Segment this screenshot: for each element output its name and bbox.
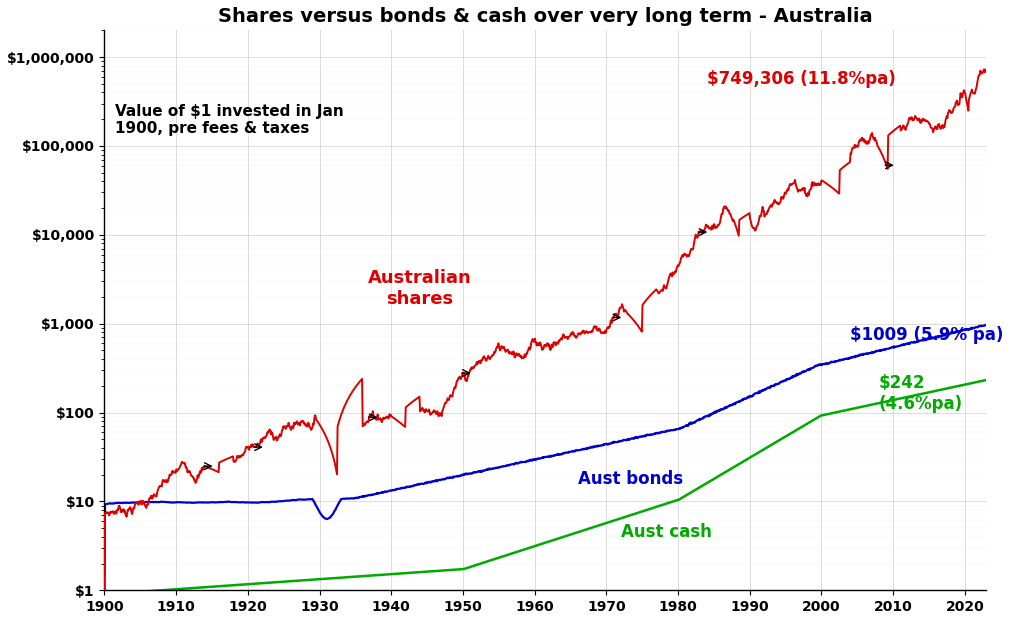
Text: Aust bonds: Aust bonds xyxy=(578,469,683,487)
Text: Australian
shares: Australian shares xyxy=(368,269,472,308)
Text: $1009 (5.9% pa): $1009 (5.9% pa) xyxy=(850,326,1004,344)
Title: Shares versus bonds & cash over very long term - Australia: Shares versus bonds & cash over very lon… xyxy=(218,7,872,26)
Text: Value of $1 invested in Jan
1900, pre fees & taxes: Value of $1 invested in Jan 1900, pre fe… xyxy=(115,104,344,136)
Text: $749,306 (11.8%pa): $749,306 (11.8%pa) xyxy=(707,70,895,88)
Text: $242
(4.6%pa): $242 (4.6%pa) xyxy=(879,374,963,413)
Text: Aust cash: Aust cash xyxy=(621,524,712,542)
